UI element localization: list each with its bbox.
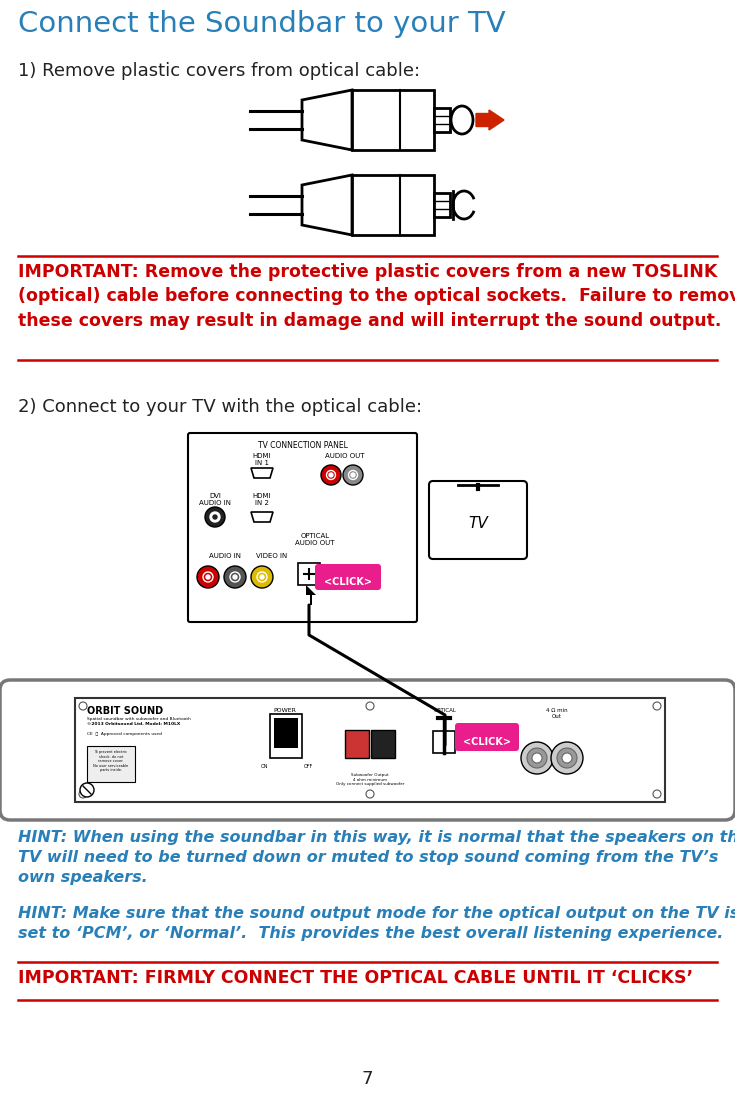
Circle shape bbox=[521, 742, 553, 774]
Bar bbox=[371, 730, 395, 758]
Circle shape bbox=[329, 473, 333, 477]
Text: 4 Ω min
Out: 4 Ω min Out bbox=[546, 708, 568, 719]
Circle shape bbox=[351, 473, 355, 477]
Text: Subwoofer Output
4 ohm minimum
Only connect supplied subwoofer: Subwoofer Output 4 ohm minimum Only conn… bbox=[336, 773, 404, 786]
Bar bbox=[274, 718, 298, 748]
Polygon shape bbox=[306, 585, 316, 605]
Text: <CLICK>: <CLICK> bbox=[324, 577, 372, 587]
Text: 7: 7 bbox=[361, 1070, 373, 1088]
Text: OPTICAL: OPTICAL bbox=[434, 708, 456, 713]
Circle shape bbox=[224, 566, 246, 588]
Text: <CLICK>: <CLICK> bbox=[463, 737, 511, 747]
Bar bbox=[434, 108, 450, 132]
Circle shape bbox=[251, 566, 273, 588]
Circle shape bbox=[557, 748, 577, 768]
Circle shape bbox=[233, 575, 237, 580]
Bar bbox=[298, 563, 320, 585]
Bar bbox=[433, 731, 455, 753]
Circle shape bbox=[206, 575, 210, 580]
Circle shape bbox=[366, 790, 374, 799]
FancyBboxPatch shape bbox=[87, 747, 135, 782]
Text: 1) Remove plastic covers from optical cable:: 1) Remove plastic covers from optical ca… bbox=[18, 62, 420, 80]
Ellipse shape bbox=[451, 106, 473, 134]
Circle shape bbox=[348, 470, 357, 480]
Circle shape bbox=[653, 790, 661, 799]
Polygon shape bbox=[251, 512, 273, 522]
Text: POWER: POWER bbox=[273, 708, 296, 713]
Text: HINT: When using the soundbar in this way, it is normal that the speakers on the: HINT: When using the soundbar in this wa… bbox=[18, 830, 735, 885]
Circle shape bbox=[257, 572, 267, 582]
FancyBboxPatch shape bbox=[315, 564, 381, 589]
Bar bbox=[434, 194, 450, 217]
FancyBboxPatch shape bbox=[188, 434, 417, 622]
Text: IMPORTANT: FIRMLY CONNECT THE OPTICAL CABLE UNTIL IT ‘CLICKS’: IMPORTANT: FIRMLY CONNECT THE OPTICAL CA… bbox=[18, 969, 693, 987]
Text: ©2013 Orbitsound Ltd. Model: M10LX: ©2013 Orbitsound Ltd. Model: M10LX bbox=[87, 722, 180, 726]
Text: To prevent electric
shock, do not
remove cover.
No user serviceable
parts inside: To prevent electric shock, do not remove… bbox=[93, 750, 129, 772]
Circle shape bbox=[79, 790, 87, 799]
FancyBboxPatch shape bbox=[0, 680, 735, 820]
Text: OFF: OFF bbox=[304, 764, 312, 769]
Circle shape bbox=[532, 753, 542, 763]
Circle shape bbox=[80, 783, 94, 797]
FancyArrow shape bbox=[476, 109, 504, 131]
Text: VIDEO IN: VIDEO IN bbox=[257, 553, 287, 559]
Circle shape bbox=[326, 470, 335, 480]
Circle shape bbox=[527, 748, 547, 768]
Bar bbox=[345, 730, 369, 758]
Circle shape bbox=[197, 566, 219, 588]
Bar bbox=[352, 175, 434, 234]
Text: AUDIO IN: AUDIO IN bbox=[209, 553, 241, 559]
Circle shape bbox=[343, 465, 363, 486]
Bar bbox=[352, 90, 434, 150]
Text: Spatial soundbar with subwoofer and Bluetooth: Spatial soundbar with subwoofer and Blue… bbox=[87, 717, 191, 721]
Text: AUDIO OUT: AUDIO OUT bbox=[326, 453, 365, 459]
Bar bbox=[270, 714, 302, 758]
Circle shape bbox=[213, 515, 217, 519]
Text: CE  Ⓡ  Approved components used: CE Ⓡ Approved components used bbox=[87, 732, 162, 735]
Circle shape bbox=[79, 702, 87, 710]
Circle shape bbox=[203, 572, 213, 582]
Circle shape bbox=[210, 512, 220, 522]
Text: ORBIT SOUND: ORBIT SOUND bbox=[87, 706, 163, 716]
Circle shape bbox=[230, 572, 240, 582]
Text: HDMI
IN 2: HDMI IN 2 bbox=[253, 493, 271, 507]
Text: 2) Connect to your TV with the optical cable:: 2) Connect to your TV with the optical c… bbox=[18, 398, 422, 416]
FancyBboxPatch shape bbox=[429, 481, 527, 559]
Text: Connect the Soundbar to your TV: Connect the Soundbar to your TV bbox=[18, 10, 506, 38]
Text: ON: ON bbox=[261, 764, 269, 769]
Circle shape bbox=[562, 753, 572, 763]
Bar bbox=[75, 698, 665, 802]
Text: HINT: Make sure that the sound output mode for the optical output on the TV is
s: HINT: Make sure that the sound output mo… bbox=[18, 906, 735, 941]
Circle shape bbox=[260, 575, 264, 580]
Text: TV: TV bbox=[468, 515, 488, 531]
Polygon shape bbox=[302, 175, 352, 234]
Circle shape bbox=[366, 702, 374, 710]
Polygon shape bbox=[302, 90, 352, 150]
FancyBboxPatch shape bbox=[455, 723, 519, 751]
Circle shape bbox=[653, 702, 661, 710]
Text: DVI
AUDIO IN: DVI AUDIO IN bbox=[199, 493, 231, 507]
Circle shape bbox=[321, 465, 341, 486]
Circle shape bbox=[205, 507, 225, 526]
Text: OPTICAL
AUDIO OUT: OPTICAL AUDIO OUT bbox=[295, 533, 334, 546]
Polygon shape bbox=[251, 468, 273, 478]
Text: IMPORTANT: Remove the protective plastic covers from a new TOSLINK
(optical) cab: IMPORTANT: Remove the protective plastic… bbox=[18, 263, 735, 330]
Text: TV CONNECTION PANEL: TV CONNECTION PANEL bbox=[257, 441, 348, 450]
Circle shape bbox=[551, 742, 583, 774]
Text: HDMI
IN 1: HDMI IN 1 bbox=[253, 453, 271, 466]
